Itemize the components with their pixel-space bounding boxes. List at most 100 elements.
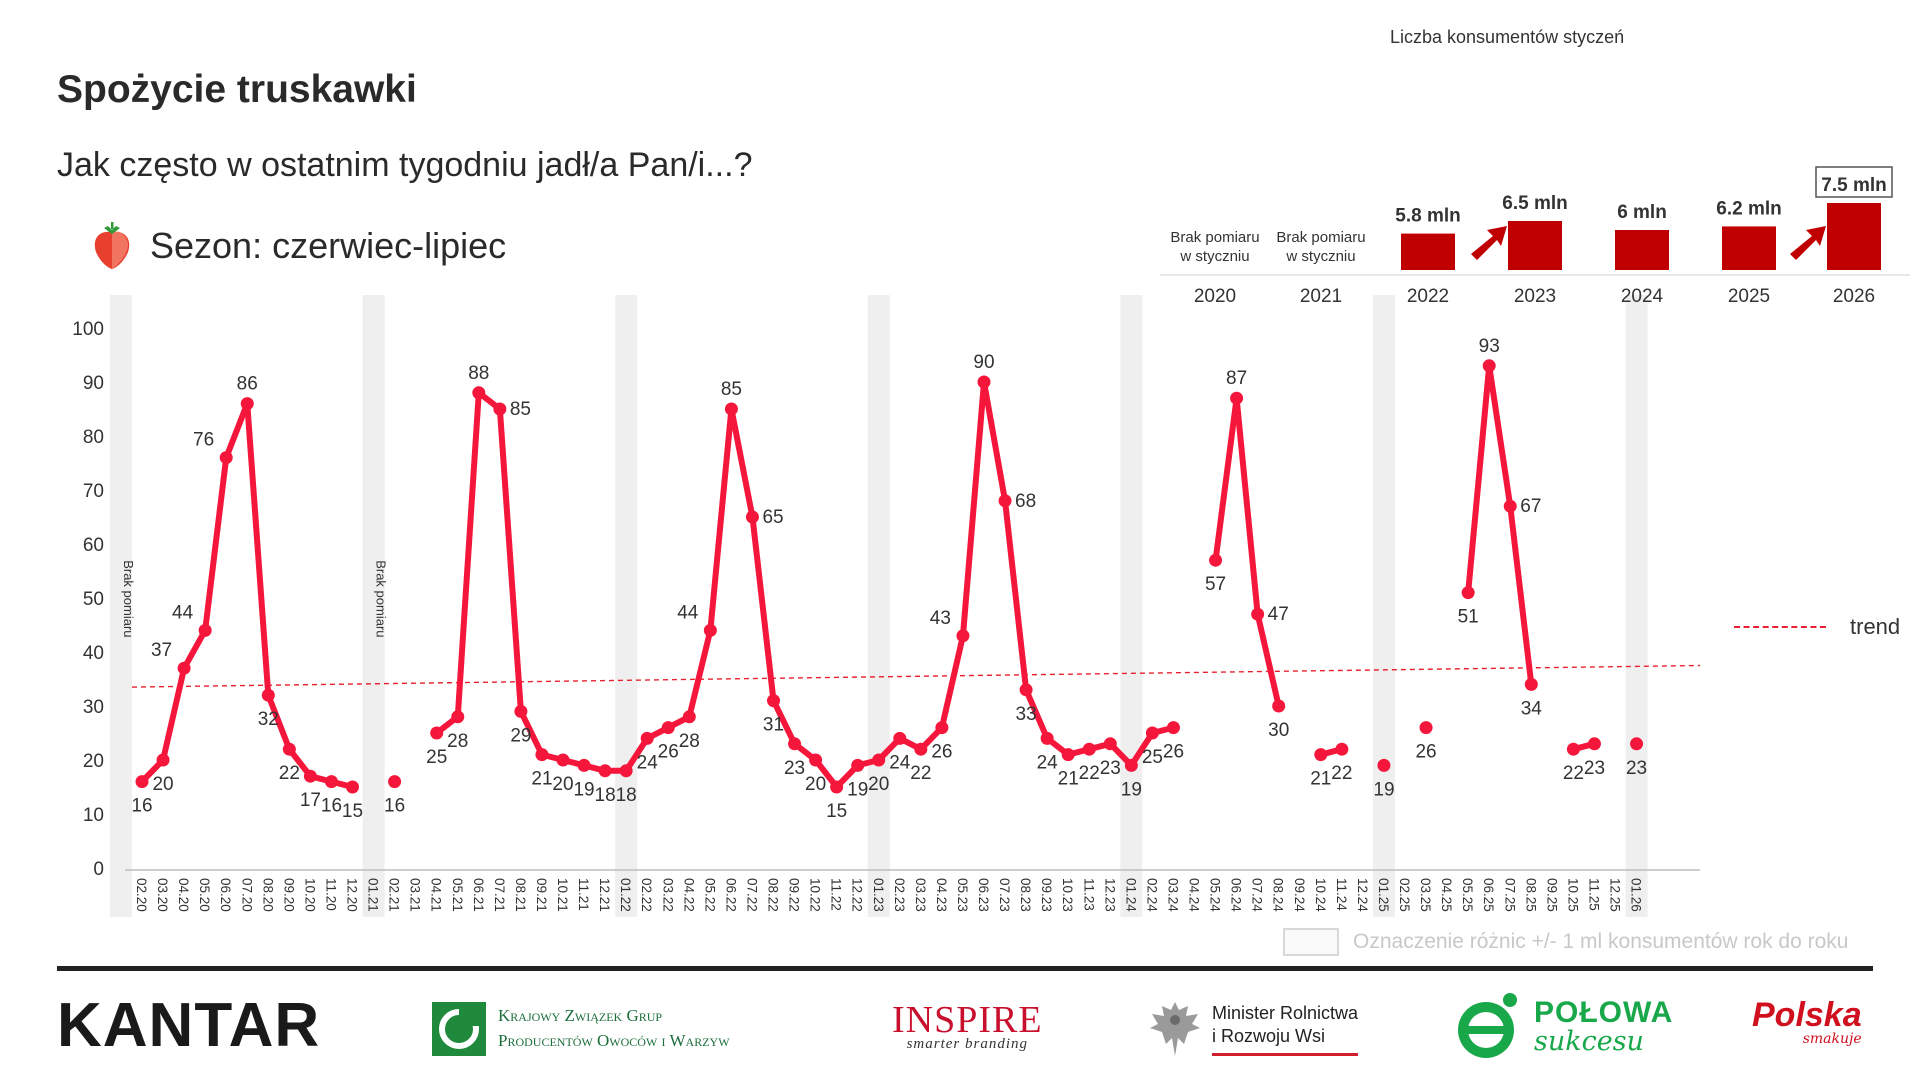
- page-title: Spożycie truskawki: [57, 68, 417, 111]
- series-segment: [1233, 395, 1261, 618]
- data-label: 85: [721, 379, 742, 400]
- data-point: [935, 721, 949, 735]
- x-tick-label: 09.22: [787, 878, 802, 912]
- x-tick-label: 10.25: [1565, 878, 1580, 912]
- data-point: [724, 402, 738, 416]
- inspire-logo: INSPIRE smarter branding: [892, 998, 1043, 1053]
- inset-year-label: 2026: [1833, 286, 1875, 307]
- data-point: [893, 731, 907, 745]
- x-tick-label: 01.21: [366, 878, 381, 912]
- data-label: 33: [1016, 704, 1037, 725]
- series-segment: [517, 708, 545, 758]
- x-tick-label: 07.25: [1502, 878, 1517, 912]
- x-tick-label: 04.21: [429, 878, 444, 912]
- january-band: [1120, 295, 1143, 917]
- data-point: [1630, 737, 1644, 751]
- inspire-tagline: smarter branding: [906, 1036, 1028, 1052]
- data-label: 19: [573, 779, 594, 800]
- data-label: 23: [1626, 758, 1647, 779]
- trend-line: [131, 664, 1701, 688]
- data-label: 18: [595, 785, 616, 806]
- data-point: [1482, 359, 1496, 373]
- data-label: 19: [847, 779, 868, 800]
- x-tick-label: 11.22: [829, 878, 844, 911]
- kzgp-line2: Producentów Owoców i Warzyw: [498, 1031, 730, 1050]
- data-label: 20: [552, 774, 573, 795]
- data-point: [619, 764, 633, 778]
- y-tick-label: 50: [83, 589, 104, 610]
- data-label: 26: [931, 742, 952, 763]
- x-tick-label: 10.24: [1313, 878, 1328, 912]
- january-band: [362, 295, 385, 917]
- data-point: [1103, 737, 1117, 751]
- x-tick-label: 08.25: [1523, 878, 1538, 912]
- data-point: [1124, 758, 1138, 772]
- data-label: 34: [1521, 698, 1543, 719]
- inset-up-arrow-icon: [1790, 226, 1826, 260]
- series-segment: [686, 627, 714, 720]
- data-point: [1082, 742, 1096, 756]
- x-tick-label: 01.26: [1629, 878, 1644, 912]
- strawberry-icon: [92, 222, 132, 270]
- series-segment: [1023, 686, 1051, 742]
- data-point: [219, 451, 233, 465]
- data-label: 18: [616, 785, 637, 806]
- data-point: [303, 769, 317, 783]
- data-label: 44: [172, 602, 194, 623]
- x-tick-label: 10.21: [555, 878, 570, 912]
- no-measure-label: Brak pomiaru: [374, 560, 389, 637]
- x-tick-label: 10.22: [808, 878, 823, 912]
- january-band: [109, 295, 132, 917]
- x-tick-label: 06.25: [1481, 878, 1496, 912]
- inset-no-measure-note: Brak pomiaru: [1170, 229, 1259, 246]
- page-subtitle: Jak często w ostatnim tygodniu jadł/a Pa…: [57, 146, 753, 184]
- series-segment: [749, 514, 777, 704]
- x-tick-label: 07.24: [1250, 878, 1265, 912]
- polowa-line1: POŁOWA: [1534, 995, 1674, 1029]
- x-tick-label: 05.24: [1208, 878, 1223, 912]
- data-label: 26: [1163, 742, 1184, 763]
- january-band: [1372, 295, 1395, 917]
- inset-year-label: 2020: [1194, 286, 1236, 307]
- series-segment: [181, 627, 209, 672]
- data-label: 20: [152, 774, 173, 795]
- x-tick-label: 02.24: [1144, 878, 1159, 912]
- data-point: [830, 780, 844, 794]
- series-segment: [1465, 362, 1493, 596]
- inset-value-label: 6.2 mln: [1716, 198, 1781, 219]
- kantar-logo: KANTAR: [57, 991, 321, 1060]
- series-segment: [244, 400, 272, 699]
- inset-up-arrow-icon: [1471, 226, 1507, 260]
- x-tick-label: 03.22: [660, 878, 675, 912]
- kzgp-logo: Krajowy Związek Grup Producentów Owoców …: [432, 1002, 730, 1056]
- x-tick-label: 06.20: [218, 878, 233, 912]
- data-label: 23: [1100, 758, 1121, 779]
- data-label: 68: [1015, 491, 1036, 512]
- x-tick-label: 01.22: [618, 878, 633, 912]
- data-label: 67: [1520, 496, 1541, 517]
- data-point: [1503, 499, 1517, 513]
- x-tick-label: 01.24: [1123, 878, 1138, 912]
- data-point: [577, 758, 591, 772]
- data-label: 24: [637, 752, 659, 773]
- data-point: [135, 775, 149, 789]
- january-band: [615, 295, 638, 917]
- series-segment: [1212, 395, 1240, 564]
- season-label-group: Sezon: czerwiec-lipiec: [92, 222, 506, 270]
- inset-value-box: [1815, 166, 1893, 198]
- x-tick-label: 02.21: [387, 878, 402, 912]
- inset-bar: [1722, 226, 1776, 270]
- data-point: [998, 494, 1012, 508]
- data-point: [1587, 737, 1601, 751]
- x-tick-label: 02.22: [639, 878, 654, 912]
- data-label: 44: [677, 602, 699, 623]
- x-tick-label: 04.25: [1439, 878, 1454, 912]
- data-label: 22: [910, 763, 931, 784]
- series-segment: [770, 697, 798, 747]
- x-tick-label: 11.24: [1334, 878, 1349, 911]
- data-point: [851, 758, 865, 772]
- y-tick-label: 60: [83, 535, 104, 556]
- data-point: [240, 397, 254, 411]
- inset-no-measure-note: w styczniu: [1179, 248, 1249, 265]
- data-point: [177, 661, 191, 675]
